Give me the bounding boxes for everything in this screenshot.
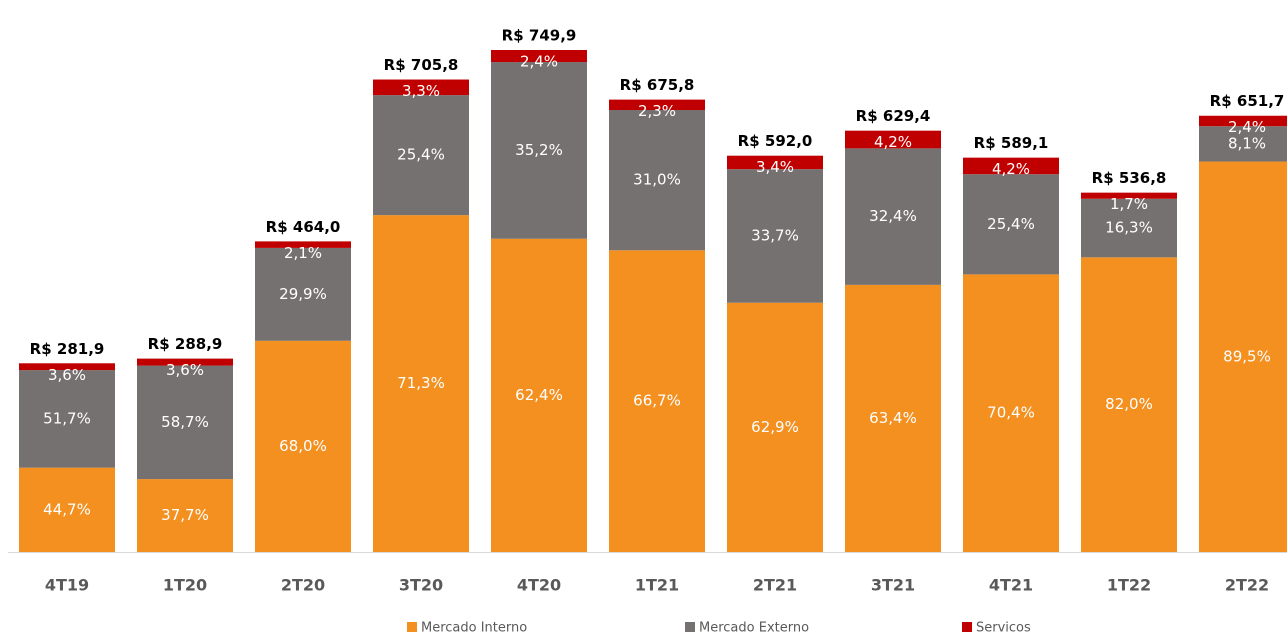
bar-segment xyxy=(373,79,469,96)
bar-segment xyxy=(491,50,587,63)
x-tick-label: 2T21 xyxy=(753,576,797,595)
segment-label: 25,4% xyxy=(987,215,1035,233)
bar-segment xyxy=(727,169,823,303)
total-label: R$ 464,0 xyxy=(266,218,341,236)
segment-label: 4,2% xyxy=(874,133,912,151)
bar-segment xyxy=(137,479,233,552)
bar-segment xyxy=(19,370,115,468)
bar-segment xyxy=(609,110,705,251)
bar-segment xyxy=(845,148,941,285)
segment-label: 44,7% xyxy=(43,500,91,518)
total-label: R$ 288,9 xyxy=(148,335,223,353)
legend-swatch xyxy=(685,622,695,632)
bar-segment xyxy=(727,302,823,552)
bar-segment xyxy=(1199,161,1287,553)
segment-label: 62,4% xyxy=(515,386,563,404)
segment-label: 8,1% xyxy=(1228,134,1266,152)
total-label: R$ 592,0 xyxy=(738,132,813,150)
total-label: R$ 281,9 xyxy=(30,340,105,358)
x-tick-label: 3T21 xyxy=(871,576,915,595)
bar-segment xyxy=(491,238,587,552)
bar-segment xyxy=(255,241,351,248)
legend-swatch xyxy=(407,622,417,632)
total-label: R$ 651,7 xyxy=(1210,92,1285,110)
bar-segment xyxy=(373,215,469,552)
legend-label: Servicos xyxy=(976,621,1031,635)
x-tick-label: 4T21 xyxy=(989,576,1033,595)
segment-label: 2,1% xyxy=(284,244,322,262)
legend-label: Mercado Interno xyxy=(421,621,527,635)
segment-label: 3,4% xyxy=(756,158,794,176)
segment-label: 62,9% xyxy=(751,418,799,436)
bar-segment xyxy=(727,155,823,170)
legend-label: Mercado Externo xyxy=(699,621,809,635)
x-tick-label: 4T20 xyxy=(517,576,561,595)
segment-label: 31,0% xyxy=(633,171,681,189)
segment-label: 35,2% xyxy=(515,141,563,159)
bar-segment xyxy=(255,340,351,552)
x-tick-label: 3T20 xyxy=(399,576,443,595)
segment-label: 37,7% xyxy=(161,506,209,524)
segment-label: 3,6% xyxy=(48,366,86,384)
total-label: R$ 629,4 xyxy=(856,107,931,125)
x-tick-label: 1T22 xyxy=(1107,576,1151,595)
x-tick-label: 2T22 xyxy=(1225,576,1269,595)
bar-segment xyxy=(137,358,233,366)
segment-label: 58,7% xyxy=(161,413,209,431)
x-tick-label: 1T21 xyxy=(635,576,679,595)
segment-label: 16,3% xyxy=(1105,219,1153,237)
bar-segment xyxy=(963,174,1059,275)
bar-segment xyxy=(609,99,705,111)
segment-label: 68,0% xyxy=(279,437,327,455)
total-label: R$ 705,8 xyxy=(384,56,459,74)
segment-label: 89,5% xyxy=(1223,347,1271,365)
bar-segment xyxy=(255,247,351,341)
bar-segment xyxy=(19,363,115,371)
segment-label: 2,4% xyxy=(520,53,558,71)
total-label: R$ 749,9 xyxy=(502,27,577,45)
segment-label: 66,7% xyxy=(633,392,681,410)
segment-label: 51,7% xyxy=(43,409,91,427)
bar-segment xyxy=(137,365,233,480)
bar-segment xyxy=(1199,126,1287,162)
bar-segment xyxy=(1081,192,1177,199)
x-tick-label: 1T20 xyxy=(163,576,207,595)
segment-label: 4,2% xyxy=(992,160,1030,178)
segment-label: 2,4% xyxy=(1228,118,1266,136)
bar-segment xyxy=(491,62,587,239)
segment-label: 25,4% xyxy=(397,146,445,164)
bar-segment xyxy=(845,130,941,149)
segment-label: 33,7% xyxy=(751,226,799,244)
bar-segment xyxy=(845,284,941,552)
segment-label: 2,3% xyxy=(638,102,676,120)
bar-segment xyxy=(963,157,1059,175)
segment-label: 63,4% xyxy=(869,409,917,427)
bar-segment xyxy=(19,467,115,552)
bar-segment xyxy=(1081,198,1177,258)
total-label: R$ 589,1 xyxy=(974,134,1049,152)
segment-label: 3,3% xyxy=(402,82,440,100)
bar-segment xyxy=(1199,115,1287,127)
bar-segment xyxy=(963,274,1059,552)
bar-segment xyxy=(609,250,705,552)
bar-segment xyxy=(1081,257,1177,552)
segment-label: 32,4% xyxy=(869,207,917,225)
segment-label: 1,7% xyxy=(1110,195,1148,213)
bar-segment xyxy=(373,95,469,216)
segment-label: 70,4% xyxy=(987,404,1035,422)
legend-swatch xyxy=(962,622,972,632)
total-label: R$ 675,8 xyxy=(620,76,695,94)
segment-label: 71,3% xyxy=(397,374,445,392)
segment-label: 82,0% xyxy=(1105,395,1153,413)
segment-label: 3,6% xyxy=(166,361,204,379)
x-tick-label: 4T19 xyxy=(45,576,89,595)
total-label: R$ 536,8 xyxy=(1092,169,1167,187)
x-tick-label: 2T20 xyxy=(281,576,325,595)
segment-label: 29,9% xyxy=(279,285,327,303)
